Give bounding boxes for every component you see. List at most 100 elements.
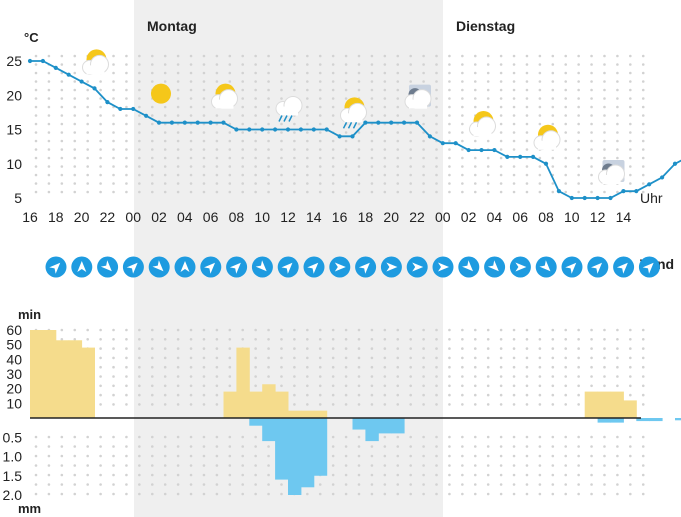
grid-dot (73, 338, 77, 341)
grid-dot (73, 71, 77, 75)
grid-dot (99, 114, 102, 117)
grid-dot (73, 454, 77, 458)
temperature-point (131, 106, 136, 112)
grid-dot (163, 148, 167, 151)
grid-dot (564, 190, 568, 194)
grid-dot (486, 165, 490, 168)
grid-dot (512, 483, 516, 486)
grid-dot (47, 190, 51, 194)
grid-dot (60, 80, 64, 83)
grid-dot (344, 347, 348, 350)
grid-dot (448, 375, 451, 378)
grid-dot (603, 80, 606, 83)
grid-dot (138, 347, 141, 350)
grid-dot (306, 63, 309, 66)
grid-dot (603, 88, 606, 92)
grid-dot (590, 165, 593, 168)
grid-dot (590, 483, 593, 486)
grid-dot (189, 393, 193, 397)
grid-dot (551, 182, 555, 185)
grid-dot (396, 88, 400, 92)
grid-dot (241, 54, 245, 58)
grid-dot (125, 454, 128, 458)
temperature-point (402, 120, 407, 125)
grid-dot (435, 375, 438, 378)
grid-dot (616, 97, 619, 100)
grid-dot (422, 384, 425, 388)
grid-dot (60, 131, 64, 134)
grid-dot (60, 454, 64, 458)
grid-dot (331, 375, 335, 378)
grid-dot (448, 328, 451, 332)
grid-dot (163, 347, 167, 350)
grid-dot (60, 88, 64, 92)
grid-dot (435, 156, 438, 160)
grid-dot (138, 165, 141, 168)
grid-dot (125, 435, 128, 439)
grid-dot (34, 190, 38, 194)
grid-dot (125, 156, 128, 160)
grid-dot (551, 347, 555, 350)
grid-dot (202, 464, 206, 467)
grid-dot (629, 393, 632, 397)
grid-dot (241, 148, 245, 151)
grid-dot (125, 165, 128, 168)
precipitation-bar (649, 418, 663, 422)
grid-dot (99, 435, 102, 439)
grid-dot (254, 165, 257, 168)
grid-dot (176, 356, 180, 360)
precipitation-series (249, 418, 681, 495)
grid-dot (435, 71, 438, 75)
grid-dot (564, 473, 568, 477)
grid-dot (486, 97, 490, 100)
grid-dot (344, 88, 348, 92)
wind-arrow-icon (432, 256, 454, 278)
grid-dot (370, 483, 374, 486)
grid-dot (603, 105, 606, 109)
grid-dot (267, 156, 270, 160)
grid-dot (344, 338, 348, 341)
grid-dot (370, 173, 374, 177)
grid-dot (370, 365, 374, 369)
grid-dot (254, 492, 257, 496)
grid-dot (99, 173, 102, 177)
grid-dot (551, 71, 555, 75)
grid-dot (138, 105, 141, 109)
grid-dot (306, 190, 309, 194)
grid-dot (577, 403, 580, 406)
grid-dot (150, 347, 154, 350)
grid-dot (125, 114, 128, 117)
grid-dot (202, 454, 206, 458)
grid-dot (396, 403, 400, 406)
sunshine-bar (275, 391, 289, 418)
grid-dot (125, 173, 128, 177)
grid-dot (603, 131, 606, 134)
grid-dot (409, 356, 412, 360)
grid-dot (344, 131, 348, 134)
grid-dot (409, 445, 412, 448)
grid-dot (538, 338, 542, 341)
grid-dot (267, 338, 270, 341)
grid-dot (176, 97, 180, 100)
grid-dot (396, 454, 400, 458)
grid-dot (641, 97, 645, 100)
grid-dot (370, 148, 374, 151)
grid-dot (163, 63, 167, 66)
grid-dot (331, 464, 335, 467)
grid-dot (499, 403, 503, 406)
grid-dot (241, 454, 245, 458)
grid-dot (396, 347, 400, 350)
grid-dot (344, 156, 348, 160)
grid-dot (241, 492, 245, 496)
grid-dot (383, 347, 387, 350)
grid-dot (318, 393, 322, 397)
grid-dot (176, 173, 180, 177)
hour-tick-label: 02 (151, 209, 167, 225)
grid-dot (254, 114, 257, 117)
grid-dot (125, 54, 128, 58)
temperature-point (298, 127, 303, 132)
grid-dot (47, 165, 51, 168)
grid-dot (616, 114, 619, 117)
grid-dot (189, 71, 193, 75)
